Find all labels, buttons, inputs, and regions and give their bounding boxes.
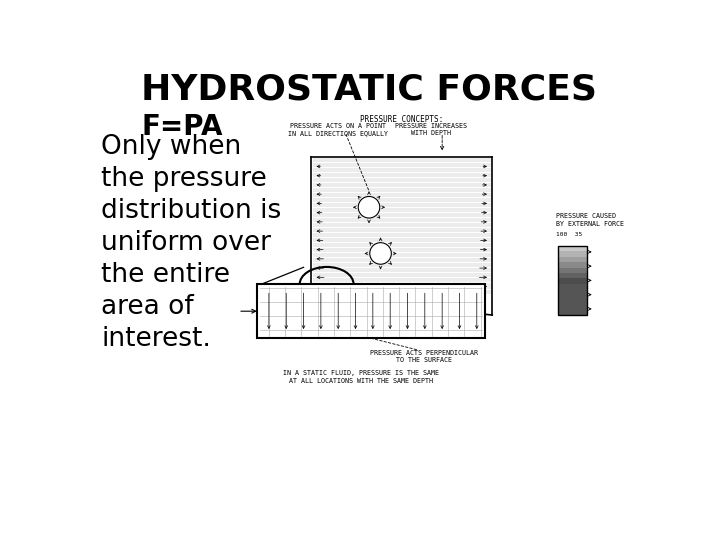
Text: HYDROSTATIC FORCES: HYDROSTATIC FORCES [141,72,597,106]
Text: PRESSURE ACTS PERPENDICULAR
TO THE SURFACE: PRESSURE ACTS PERPENDICULAR TO THE SURFA… [371,350,478,363]
Circle shape [359,197,379,218]
Text: PRESSURE CONCEPTS:: PRESSURE CONCEPTS: [360,115,444,124]
Bar [558,279,587,284]
Bar [558,251,587,256]
Text: IN A STATIC FLUID, PRESSURE IS THE SAME
AT ALL LOCATIONS WITH THE SAME DEPTH: IN A STATIC FLUID, PRESSURE IS THE SAME … [283,370,439,384]
Text: PRESSURE CAUSED
BY EXTERNAL FORCE: PRESSURE CAUSED BY EXTERNAL FORCE [556,213,624,227]
Bar [558,256,587,262]
Bar [558,262,587,267]
Text: PRESSURE INCREASES
WITH DEPTH: PRESSURE INCREASES WITH DEPTH [395,123,467,136]
Text: 100  35: 100 35 [556,232,582,237]
Bar [558,267,587,273]
Text: F=PA: F=PA [142,112,223,140]
Circle shape [370,242,392,264]
Bar [257,284,485,338]
Bar [558,246,587,251]
Bar [558,273,587,279]
Bar [558,246,587,315]
Text: Only when
the pressure
distribution is
uniform over
the entire
area of
interest.: Only when the pressure distribution is u… [101,134,282,352]
Bar [558,284,587,315]
Text: PRESSURE ACTS ON A POINT
IN ALL DIRECTIONS EQUALLY: PRESSURE ACTS ON A POINT IN ALL DIRECTIO… [288,123,388,136]
